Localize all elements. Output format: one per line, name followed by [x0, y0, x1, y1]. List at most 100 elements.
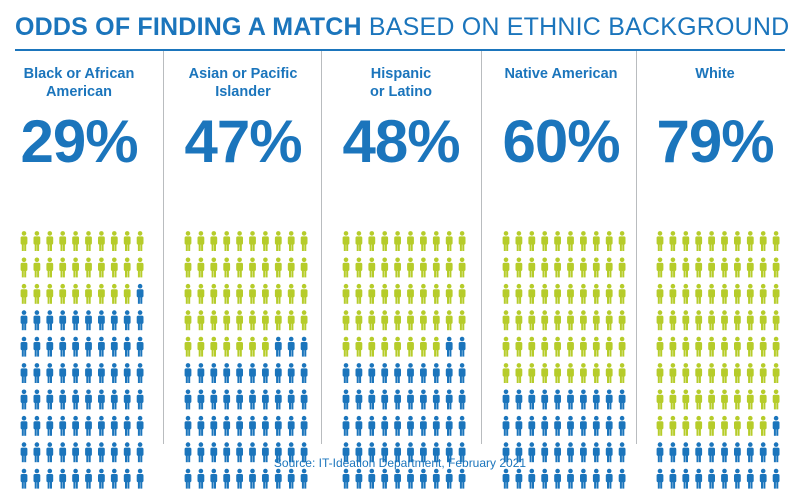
group-label: White — [695, 66, 735, 82]
person-icon-match — [33, 257, 41, 278]
person-icon-no-match — [136, 415, 144, 436]
person-icon-no-match — [300, 468, 308, 489]
person-icon-no-match — [59, 363, 67, 383]
person-icon-match — [541, 336, 549, 357]
person-icon-match — [759, 336, 767, 357]
person-icon-match — [445, 231, 453, 251]
person-icon-no-match — [342, 468, 350, 489]
person-icon-match — [721, 257, 728, 278]
column-divider — [321, 51, 322, 444]
person-icon-no-match — [136, 336, 144, 357]
person-icon-no-match — [618, 415, 626, 436]
person-icon-match — [445, 283, 453, 304]
person-icon-no-match — [682, 468, 690, 489]
group-column: Native American 60% — [482, 51, 640, 489]
pictograph-chart: Black or African American 29% Asian or P… — [0, 51, 800, 489]
person-icon-match — [368, 231, 376, 251]
person-icon-no-match — [502, 415, 510, 436]
person-icon-grid — [342, 231, 466, 489]
person-icon-match — [184, 231, 192, 251]
person-icon-match — [554, 310, 561, 331]
person-icon-no-match — [407, 442, 414, 463]
person-icon-match — [695, 231, 703, 251]
person-icon-match — [394, 231, 401, 251]
person-icon-match — [394, 257, 401, 278]
person-icon-no-match — [592, 442, 600, 463]
person-icon-match — [420, 257, 427, 278]
person-icon-match — [342, 283, 350, 304]
person-icon-no-match — [394, 363, 401, 383]
person-icon-no-match — [236, 468, 243, 489]
person-icon-no-match — [746, 442, 754, 463]
person-icon-match — [432, 231, 440, 251]
person-icon-no-match — [541, 415, 549, 436]
person-icon-no-match — [432, 389, 440, 410]
person-icon-no-match — [136, 389, 144, 410]
person-icon-no-match — [695, 468, 703, 489]
person-icon-match — [262, 336, 269, 357]
person-icon-match — [458, 283, 466, 304]
person-icon-no-match — [20, 336, 28, 357]
person-icon-match — [249, 231, 256, 251]
person-icon-match — [394, 310, 401, 331]
person-icon-no-match — [567, 442, 574, 463]
person-icon-no-match — [59, 310, 67, 331]
person-icon-match — [197, 283, 205, 304]
person-icon-no-match — [98, 310, 105, 331]
person-icon-match — [605, 363, 613, 383]
person-icon-no-match — [123, 336, 131, 357]
person-icon-match — [695, 283, 703, 304]
person-icon-no-match — [72, 442, 79, 463]
person-icon-match — [355, 231, 363, 251]
person-icon-no-match — [223, 442, 231, 463]
person-icon-match — [381, 231, 389, 251]
person-icon-no-match — [20, 363, 28, 383]
person-icon-match — [123, 283, 131, 304]
person-icon-no-match — [618, 389, 626, 410]
person-icon-match — [342, 257, 350, 278]
person-icon-no-match — [85, 336, 92, 357]
person-icon-match — [759, 363, 767, 383]
person-icon-match — [381, 257, 389, 278]
group-column: Hispanic or Latino 48% — [322, 51, 480, 489]
person-icon-no-match — [554, 468, 561, 489]
person-icon-no-match — [407, 468, 414, 489]
column-divider — [163, 51, 164, 444]
person-icon-match — [236, 231, 243, 251]
person-icon-no-match — [110, 336, 118, 357]
person-icon-no-match — [772, 442, 780, 463]
person-icon-no-match — [287, 336, 295, 357]
person-icon-match — [59, 231, 67, 251]
person-icon-match — [759, 310, 767, 331]
person-icon-match — [20, 283, 28, 304]
person-icon-match — [368, 283, 376, 304]
person-icon-match — [287, 283, 295, 304]
person-icon-no-match — [223, 415, 231, 436]
person-icon-no-match — [210, 442, 218, 463]
person-icon-no-match — [287, 363, 295, 383]
person-icon-match — [342, 336, 350, 357]
person-icon-match — [592, 283, 600, 304]
person-icon-match — [184, 310, 192, 331]
person-icon-grid — [20, 231, 144, 489]
person-icon-no-match — [554, 442, 561, 463]
person-icon-match — [772, 283, 780, 304]
person-icon-match — [528, 283, 536, 304]
person-icon-match — [236, 310, 243, 331]
person-icon-no-match — [72, 310, 79, 331]
person-icon-no-match — [123, 468, 131, 489]
person-icon-no-match — [98, 363, 105, 383]
person-icon-match — [554, 363, 561, 383]
person-icon-match — [656, 363, 664, 383]
person-icon-match — [274, 283, 282, 304]
person-icon-match — [669, 283, 677, 304]
person-icon-no-match — [33, 310, 41, 331]
person-icon-match — [432, 336, 440, 357]
person-icon-no-match — [249, 363, 256, 383]
person-icon-match — [656, 415, 664, 436]
person-icon-match — [502, 231, 510, 251]
person-icon-match — [759, 415, 767, 436]
person-icon-no-match — [445, 389, 453, 410]
person-icon-no-match — [618, 442, 626, 463]
person-icon-no-match — [197, 389, 205, 410]
